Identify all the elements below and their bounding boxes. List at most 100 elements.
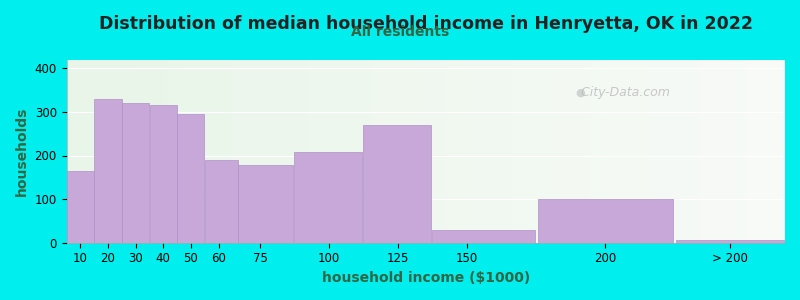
Bar	[365, 60, 368, 243]
Bar	[218, 60, 221, 243]
Bar	[544, 60, 548, 243]
Bar	[656, 60, 659, 243]
Bar	[530, 60, 534, 243]
Bar	[99, 60, 102, 243]
Bar	[566, 60, 570, 243]
Bar	[430, 60, 433, 243]
Bar	[325, 60, 329, 243]
Bar	[286, 60, 290, 243]
Bar	[106, 60, 110, 243]
Bar	[350, 60, 354, 243]
Bar	[551, 60, 555, 243]
Bar	[688, 60, 691, 243]
Bar	[473, 60, 476, 243]
Bar	[278, 60, 282, 243]
Bar	[652, 60, 656, 243]
Bar	[358, 60, 361, 243]
Bar	[433, 60, 437, 243]
Bar	[480, 60, 483, 243]
Bar	[178, 60, 182, 243]
Bar	[447, 60, 451, 243]
Bar	[584, 60, 587, 243]
Bar	[782, 60, 785, 243]
Bar	[476, 60, 480, 243]
Bar	[138, 60, 142, 243]
Bar	[522, 60, 526, 243]
Bar	[293, 60, 297, 243]
Bar	[167, 60, 170, 243]
Bar	[649, 60, 652, 243]
Bar	[146, 60, 149, 243]
Bar	[674, 60, 678, 243]
Bar	[613, 60, 616, 243]
Bar	[239, 60, 242, 243]
Bar	[221, 60, 225, 243]
Bar	[659, 60, 663, 243]
Bar	[663, 60, 666, 243]
Bar	[502, 60, 505, 243]
Bar	[379, 60, 382, 243]
Bar	[196, 60, 199, 243]
Bar	[282, 60, 286, 243]
Bar	[257, 60, 261, 243]
Bar	[297, 60, 300, 243]
Bar	[691, 60, 695, 243]
Bar	[746, 60, 749, 243]
Bar	[526, 60, 530, 243]
Bar	[232, 60, 235, 243]
Bar	[519, 60, 522, 243]
Bar	[268, 60, 271, 243]
Bar	[95, 60, 99, 243]
X-axis label: household income ($1000): household income ($1000)	[322, 271, 530, 285]
Bar	[214, 60, 218, 243]
Bar	[92, 60, 95, 243]
Bar	[408, 60, 411, 243]
Bar	[361, 60, 365, 243]
Bar	[74, 60, 78, 243]
Bar	[343, 60, 346, 243]
Bar	[763, 60, 767, 243]
Bar	[749, 60, 753, 243]
Text: ●: ●	[575, 88, 585, 98]
Bar	[451, 60, 454, 243]
Bar	[170, 60, 174, 243]
Bar	[767, 60, 770, 243]
Bar	[698, 60, 702, 243]
Bar	[307, 60, 311, 243]
Bar	[354, 60, 358, 243]
Bar	[706, 60, 710, 243]
Bar	[246, 60, 250, 243]
Bar	[774, 60, 778, 243]
Bar	[444, 60, 447, 243]
Bar	[685, 60, 688, 243]
Bar	[228, 60, 232, 243]
Bar	[124, 60, 127, 243]
Bar	[440, 60, 444, 243]
Bar	[401, 60, 404, 243]
Bar	[623, 60, 627, 243]
Bar	[122, 103, 149, 243]
Bar	[322, 60, 325, 243]
Bar	[117, 60, 121, 243]
Bar	[394, 60, 397, 243]
Bar	[570, 60, 573, 243]
Bar	[88, 60, 92, 243]
Bar	[738, 60, 742, 243]
Bar	[134, 60, 138, 243]
Bar	[78, 60, 81, 243]
Bar	[163, 60, 167, 243]
Bar	[94, 99, 122, 243]
Bar	[616, 60, 620, 243]
Bar	[642, 60, 645, 243]
Bar	[332, 60, 336, 243]
Bar	[580, 60, 584, 243]
Bar	[70, 60, 74, 243]
Bar	[742, 60, 746, 243]
Bar	[634, 60, 638, 243]
Bar	[160, 60, 163, 243]
Bar	[483, 60, 487, 243]
Bar	[695, 60, 698, 243]
Bar	[390, 60, 394, 243]
Bar	[368, 60, 372, 243]
Bar	[261, 60, 264, 243]
